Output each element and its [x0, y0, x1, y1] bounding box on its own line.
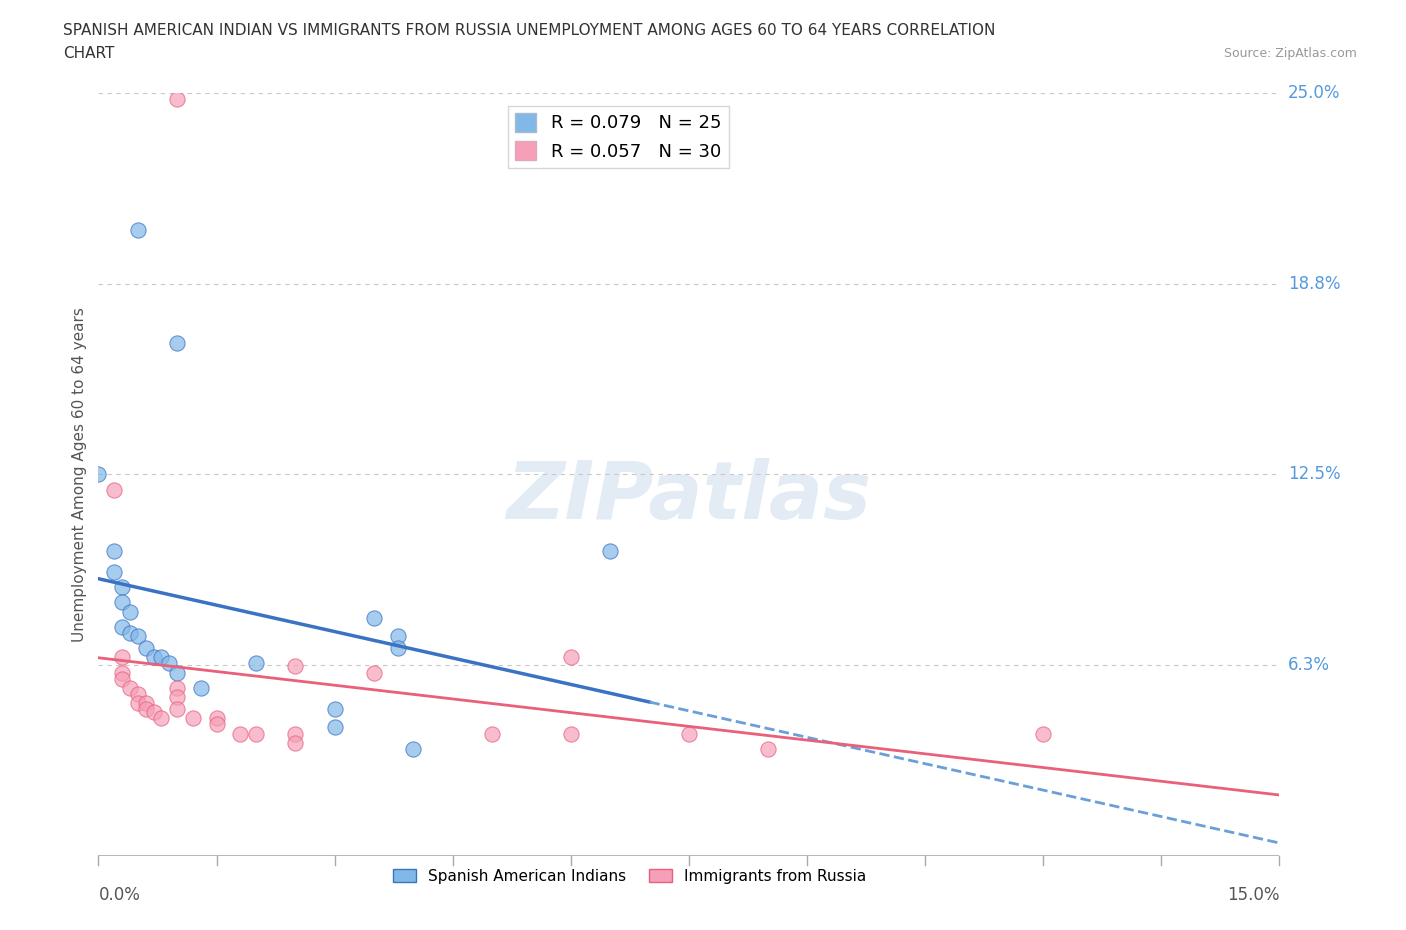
- Point: [229, 726, 252, 741]
- Point: [166, 92, 188, 107]
- Point: [111, 665, 134, 680]
- Point: [135, 641, 157, 656]
- Point: [245, 726, 267, 741]
- Point: [323, 702, 346, 717]
- Point: [111, 579, 134, 594]
- Point: [284, 659, 307, 674]
- Point: [363, 610, 385, 625]
- Point: [560, 726, 582, 741]
- Point: [284, 726, 307, 741]
- Point: [205, 717, 228, 732]
- Point: [142, 650, 165, 665]
- Text: 6.3%: 6.3%: [1288, 656, 1330, 674]
- Point: [111, 595, 134, 610]
- Point: [150, 711, 173, 725]
- Point: [111, 671, 134, 686]
- Point: [127, 629, 149, 644]
- Point: [190, 681, 212, 696]
- Point: [127, 686, 149, 701]
- Text: 15.0%: 15.0%: [1227, 886, 1279, 904]
- Point: [678, 726, 700, 741]
- Text: 12.5%: 12.5%: [1288, 465, 1340, 484]
- Point: [103, 565, 125, 579]
- Point: [387, 641, 409, 656]
- Point: [363, 665, 385, 680]
- Point: [157, 656, 180, 671]
- Point: [387, 629, 409, 644]
- Point: [181, 711, 204, 725]
- Point: [166, 665, 188, 680]
- Point: [1032, 726, 1054, 741]
- Point: [135, 696, 157, 711]
- Point: [402, 741, 425, 756]
- Point: [205, 711, 228, 725]
- Point: [166, 681, 188, 696]
- Point: [166, 689, 188, 704]
- Text: CHART: CHART: [63, 46, 115, 61]
- Text: 0.0%: 0.0%: [98, 886, 141, 904]
- Point: [150, 650, 173, 665]
- Point: [756, 741, 779, 756]
- Point: [284, 736, 307, 751]
- Point: [599, 543, 621, 558]
- Text: 18.8%: 18.8%: [1288, 274, 1340, 293]
- Point: [166, 702, 188, 717]
- Text: SPANISH AMERICAN INDIAN VS IMMIGRANTS FROM RUSSIA UNEMPLOYMENT AMONG AGES 60 TO : SPANISH AMERICAN INDIAN VS IMMIGRANTS FR…: [63, 23, 995, 38]
- Point: [118, 681, 141, 696]
- Point: [111, 650, 134, 665]
- Point: [118, 626, 141, 641]
- Point: [118, 604, 141, 619]
- Point: [111, 619, 134, 634]
- Point: [87, 467, 110, 482]
- Text: Source: ZipAtlas.com: Source: ZipAtlas.com: [1223, 46, 1357, 60]
- Text: ZIPatlas: ZIPatlas: [506, 458, 872, 537]
- Point: [103, 543, 125, 558]
- Point: [127, 223, 149, 238]
- Point: [560, 650, 582, 665]
- Point: [245, 656, 267, 671]
- Point: [135, 702, 157, 717]
- Point: [142, 705, 165, 720]
- Point: [481, 726, 503, 741]
- Point: [127, 696, 149, 711]
- Text: 25.0%: 25.0%: [1288, 84, 1340, 102]
- Y-axis label: Unemployment Among Ages 60 to 64 years: Unemployment Among Ages 60 to 64 years: [72, 307, 87, 642]
- Legend: R = 0.079   N = 25, R = 0.057   N = 30: R = 0.079 N = 25, R = 0.057 N = 30: [508, 106, 728, 168]
- Point: [103, 482, 125, 497]
- Point: [323, 720, 346, 735]
- Point: [166, 336, 188, 351]
